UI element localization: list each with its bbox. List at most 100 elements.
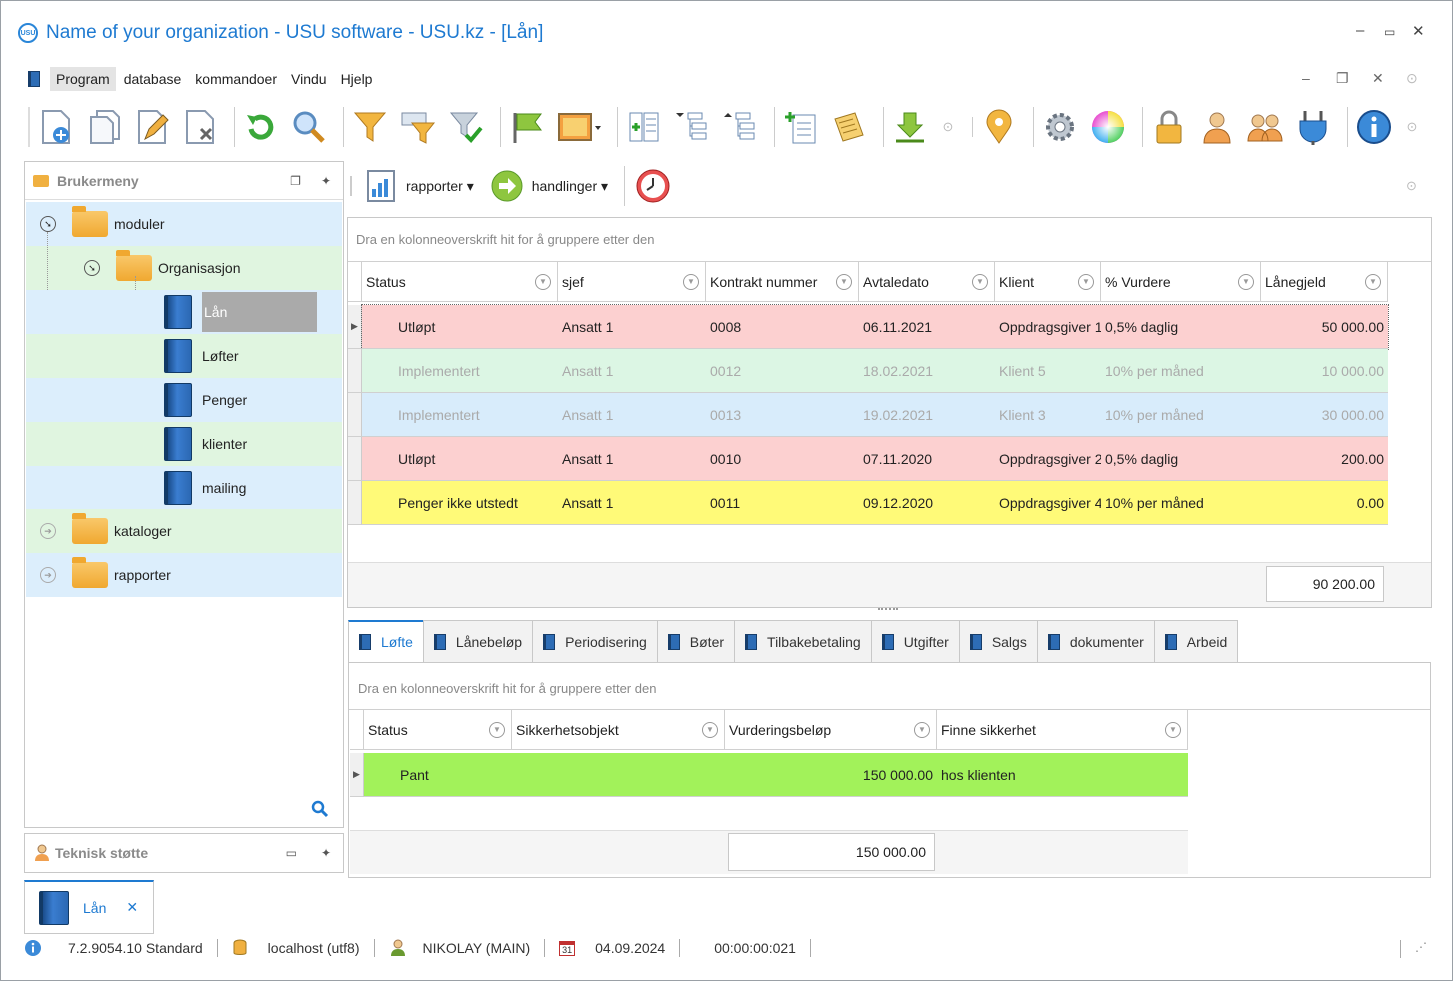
tech-support-panel[interactable]: Teknisk støtte ▭ ✦ [24, 833, 344, 873]
search-icon[interactable] [289, 107, 329, 147]
actions-dropdown[interactable]: handlinger ▾ [531, 177, 609, 194]
notes-icon[interactable] [829, 107, 869, 147]
flag-icon[interactable] [507, 107, 547, 147]
filter-icon[interactable]: ▼ [914, 721, 930, 738]
lock-icon[interactable] [1149, 107, 1189, 147]
more-icon[interactable]: ⊙ [942, 119, 954, 134]
close-tab-icon[interactable]: ✕ [126, 899, 139, 915]
table-row[interactable]: Penger ikke utstedt Ansatt 1 0011 09.12.202… [362, 481, 1388, 525]
col-sikkerhetsobjekt[interactable]: Sikkerhetsobjekt ▼ [512, 710, 725, 749]
collapse-toggle-icon[interactable]: ➘ [84, 260, 100, 276]
expand-toggle-icon[interactable]: ➔ [40, 523, 56, 539]
document-tab-lan[interactable]: Lån ✕ [24, 880, 154, 934]
tab-arbeid[interactable]: Arbeid [1153, 620, 1239, 662]
col-kontrakt[interactable]: Kontrakt nummer ▼ [706, 262, 859, 301]
add-column-icon[interactable] [624, 107, 664, 147]
tree-item-mailing[interactable]: mailing [26, 466, 342, 510]
location-pin-icon[interactable] [979, 107, 1019, 147]
collapse-icon[interactable]: ⊙ [1406, 70, 1418, 86]
copy-icon[interactable] [84, 107, 124, 147]
new-record-icon[interactable] [36, 107, 76, 147]
tab-lanebelop[interactable]: Lånebeløp [422, 620, 534, 662]
minimize-button[interactable]: ‒ [1356, 22, 1365, 39]
clock-icon[interactable] [635, 168, 671, 204]
expand-toggle-icon[interactable]: ➔ [40, 567, 56, 583]
info-icon[interactable] [1354, 107, 1394, 147]
tree-item-organisasjon[interactable]: ➘ Organisasjon [26, 246, 342, 290]
col-avtaledato[interactable]: Avtaledato ▼ [859, 262, 995, 301]
search-icon[interactable] [311, 800, 329, 821]
menu-program[interactable]: Program [50, 67, 116, 91]
filter-icon[interactable]: ▼ [702, 721, 718, 738]
tree-item-lofter[interactable]: Løfter [26, 334, 342, 378]
pin-icon[interactable]: ✦ [320, 846, 331, 860]
actions-icon[interactable] [490, 169, 524, 203]
col-vurderingsbelop[interactable]: Vurderingsbeløp ▼ [725, 710, 937, 749]
splitter-grip[interactable] [878, 608, 898, 610]
tree-expand-icon[interactable] [672, 107, 712, 147]
mdi-restore-button[interactable]: ❐ [1336, 70, 1349, 86]
toolbar-more-icon[interactable]: ⊙ [1406, 119, 1418, 134]
tab-salgs[interactable]: Salgs [958, 620, 1038, 662]
tree-item-klienter[interactable]: klienter [26, 422, 342, 466]
tab-lofte[interactable]: Løfte [348, 620, 424, 662]
settings-icon[interactable] [1040, 107, 1080, 147]
report-icon[interactable] [366, 169, 396, 203]
col-status[interactable]: Status ▼ [364, 710, 512, 749]
resize-grip-icon[interactable]: ⋰ [1415, 940, 1427, 954]
table-row[interactable]: Implementert Ansatt 1 0013 19.02.2021 Klient… [362, 393, 1388, 437]
col-sjef[interactable]: sjef ▼ [558, 262, 706, 301]
tree-item-moduler[interactable]: ➘ moduler [26, 202, 342, 246]
col-finne-sikkerhet[interactable]: Finne sikkerhet ▼ [937, 710, 1188, 749]
mdi-close-button[interactable]: ✕ [1372, 70, 1384, 86]
tree-item-lan[interactable]: Lån [26, 290, 342, 334]
menu-kommandoer[interactable]: kommandoer [195, 71, 277, 87]
menu-database[interactable]: database [123, 71, 182, 87]
mdi-minimize-button[interactable]: ‒ [1302, 70, 1310, 86]
tab-utgifter[interactable]: Utgifter [870, 620, 960, 662]
col-vurdere[interactable]: % Vurdere ▼ [1101, 262, 1261, 301]
table-row[interactable]: Utløpt Ansatt 1 0008 06.11.2021 Oppdragsgive… [361, 304, 1389, 350]
subtoolbar-more-icon[interactable]: ⊙ [1406, 178, 1417, 193]
filter-settings-icon[interactable] [398, 107, 438, 147]
edit-icon[interactable] [132, 107, 172, 147]
tab-boter[interactable]: Bøter [656, 620, 736, 662]
download-icon[interactable] [890, 107, 930, 147]
col-klient[interactable]: Klient ▼ [995, 262, 1101, 301]
restore-panel-icon[interactable]: ▭ [285, 846, 297, 860]
col-lanegjeld[interactable]: Lånegjeld ▼ [1261, 262, 1388, 301]
filter-icon[interactable]: ▼ [1238, 273, 1254, 290]
add-row-icon[interactable] [781, 107, 821, 147]
filter-icon[interactable]: ▼ [1165, 721, 1181, 738]
filter-icon[interactable]: ▼ [1078, 273, 1094, 290]
tab-periodisering[interactable]: Periodisering [532, 620, 658, 662]
tree-collapse-icon[interactable] [720, 107, 760, 147]
menu-vindu[interactable]: Vindu [291, 71, 327, 87]
reports-dropdown[interactable]: rapporter ▾ [406, 177, 474, 194]
delete-icon[interactable] [180, 107, 220, 147]
float-panel-icon[interactable]: ❐ [290, 173, 301, 188]
tree-item-rapporter[interactable]: ➔ rapporter [26, 553, 342, 597]
filter-icon[interactable]: ▼ [1365, 273, 1381, 290]
tab-tilbakebetaling[interactable]: Tilbakebetaling [734, 620, 872, 662]
collapse-toggle-icon[interactable]: ➘ [40, 216, 56, 232]
menu-hjelp[interactable]: Hjelp [340, 71, 373, 87]
user-icon[interactable] [1197, 107, 1237, 147]
close-button[interactable]: ✕ [1412, 23, 1425, 40]
filter-icon[interactable]: ▼ [683, 273, 699, 290]
filter-icon[interactable]: ▼ [535, 273, 551, 290]
table-row[interactable]: Utløpt Ansatt 1 0010 07.11.2020 Oppdragsgive… [362, 437, 1388, 481]
filter-icon[interactable]: ▼ [972, 273, 988, 290]
tab-dokumenter[interactable]: dokumenter [1036, 620, 1155, 662]
tree-item-penger[interactable]: Penger [26, 378, 342, 422]
filter-icon[interactable] [350, 107, 390, 147]
table-row[interactable]: Pant 150 000.00 hos klienten [364, 753, 1188, 797]
refresh-icon[interactable] [241, 107, 281, 147]
table-row[interactable]: Implementert Ansatt 1 0012 18.02.2021 Klient… [362, 349, 1388, 393]
filter-apply-icon[interactable] [446, 107, 486, 147]
image-dropdown-icon[interactable] [555, 107, 603, 147]
color-wheel-icon[interactable] [1088, 107, 1128, 147]
pin-icon[interactable]: ✦ [320, 173, 331, 188]
col-status[interactable]: Status ▼ [362, 262, 558, 301]
maximize-button[interactable]: ▭ [1384, 25, 1396, 39]
